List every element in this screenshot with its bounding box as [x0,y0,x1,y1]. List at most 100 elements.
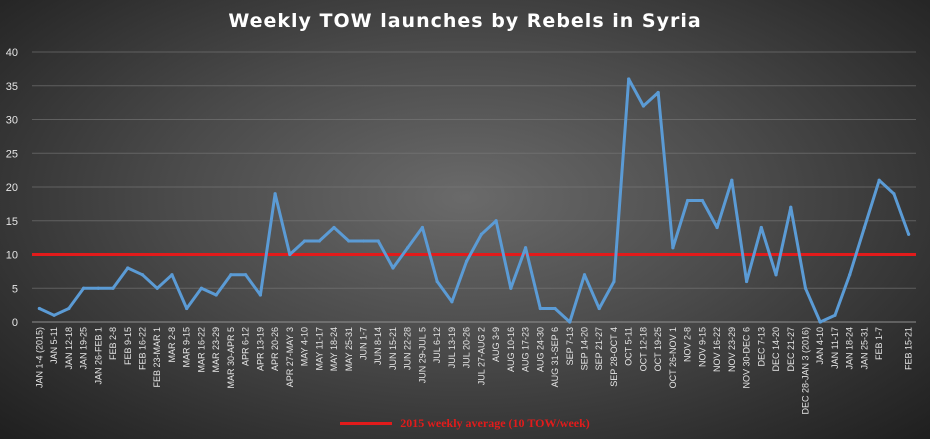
data-point [376,239,380,243]
data-point [686,198,690,203]
x-tick-label: JAN 26-FEB 1 [93,327,103,385]
x-tick-label: AUG 3-9 [491,327,501,362]
y-tick-label: 35 [6,81,18,93]
data-point [67,306,71,311]
y-tick-label: 30 [6,115,18,127]
data-point [229,273,233,277]
data-point [538,306,542,311]
x-tick-label: JUN 29-JUL 5 [417,327,427,383]
data-point [641,104,646,108]
x-tick-label: MAY 25-31 [344,327,354,371]
data-point [302,239,307,243]
data-point [199,286,204,290]
legend-label: 2015 weekly average (10 TOW/week) [400,415,590,430]
x-tick-label: NOV 16-22 [712,327,722,372]
data-point [759,225,763,230]
data-point [892,192,896,196]
data-point [509,286,513,290]
data-point [774,273,778,277]
x-tick-label: FEB 23-MAR 1 [152,327,162,388]
data-point [155,286,159,290]
data-point [862,225,867,230]
x-tick-label: AUG 10-16 [506,327,516,372]
x-tick-label: MAY 18-24 [329,327,339,371]
data-point [52,313,56,317]
data-point [597,306,601,311]
x-tick-label: FEB 16-22 [138,327,148,370]
x-tick-label: MAR 9-15 [182,327,192,368]
data-point [244,273,248,277]
x-tick-label: JUN 1-7 [359,327,369,360]
data-point [317,239,321,243]
data-point [273,192,277,196]
x-tick-label: APR 13-19 [255,327,265,371]
x-tick-label: JAN 25-31 [859,327,869,370]
legend: 2015 weekly average (10 TOW/week) [0,412,930,434]
data-point [37,306,41,311]
y-tick-label: 40 [6,47,18,59]
y-tick-label: 15 [6,216,18,228]
x-tick-label: AUG 17-23 [521,327,531,372]
x-tick-label: MAY 4-10 [300,327,310,366]
x-tick-label: DEC 28-JAN 3 (2016) [801,327,811,415]
x-tick-label: JAN 19-25 [79,327,89,370]
x-tick-label: SEP 28-OCT 4 [609,327,619,387]
x-tick-label: FEB 2-8 [108,327,118,360]
y-tick-label: 20 [6,182,18,194]
x-tick-label: JUL 20-26 [462,327,472,368]
x-tick-label: JAN 18-24 [845,327,855,370]
x-tick-label: JAN 5-11 [49,327,59,364]
x-tick-label: AUG 31-SEP 6 [550,327,560,387]
data-point [907,232,911,236]
y-tick-label: 5 [12,283,18,295]
data-point [288,252,292,257]
y-tick-label: 10 [6,250,18,262]
data-point [789,205,793,209]
x-tick-label: DEC 21-27 [786,327,796,372]
data-point [391,266,395,270]
x-tick-label: APR 20-26 [270,327,280,371]
data-point [730,178,734,182]
x-tick-label: APR 6-12 [241,327,251,366]
x-tick-label: JAN 12-18 [64,327,74,370]
x-tick-label: OCT 12-18 [638,327,648,371]
y-tick-label: 25 [6,148,18,160]
data-point [420,225,425,230]
x-tick-label: JAN 11-17 [830,327,840,369]
data-point [848,273,852,277]
data-point [833,313,837,317]
data-point [185,306,189,311]
x-tick-label: JUL 27-AUG 2 [476,327,486,385]
x-tick-label: FEB 9-15 [123,327,133,365]
data-point [803,286,808,290]
data-point [612,279,616,284]
y-tick-label: 0 [12,317,18,329]
x-tick-label: JUL 6-12 [432,327,442,363]
x-tick-label: JUN 22-28 [403,327,413,370]
x-tick-label: NOV 2-8 [683,327,693,362]
x-tick-label: AUG 24-30 [535,327,545,372]
x-tick-label: JUN 8-14 [373,327,383,365]
data-point [568,320,572,324]
data-point [140,273,145,277]
data-point [877,178,881,182]
data-point [656,90,660,95]
data-point [671,246,675,250]
data-point [553,306,557,311]
data-point [450,300,454,304]
data-point [126,266,130,270]
x-tick-label: JUL 13-19 [447,327,457,368]
data-point [715,225,719,230]
x-tick-label: SEP 21-27 [594,327,604,370]
data-point [700,198,704,203]
data-point [332,225,336,230]
data-point [523,246,528,250]
data-point [347,239,351,243]
x-tick-label: DEC 14-20 [771,327,781,372]
x-tick-label: APR 27-MAY 3 [285,327,295,387]
x-tick-label: FEB 15-21 [904,327,914,370]
data-point [170,273,174,277]
data-point [818,320,822,324]
data-point [479,232,483,236]
x-tick-label: MAY 11-17 [314,327,324,371]
